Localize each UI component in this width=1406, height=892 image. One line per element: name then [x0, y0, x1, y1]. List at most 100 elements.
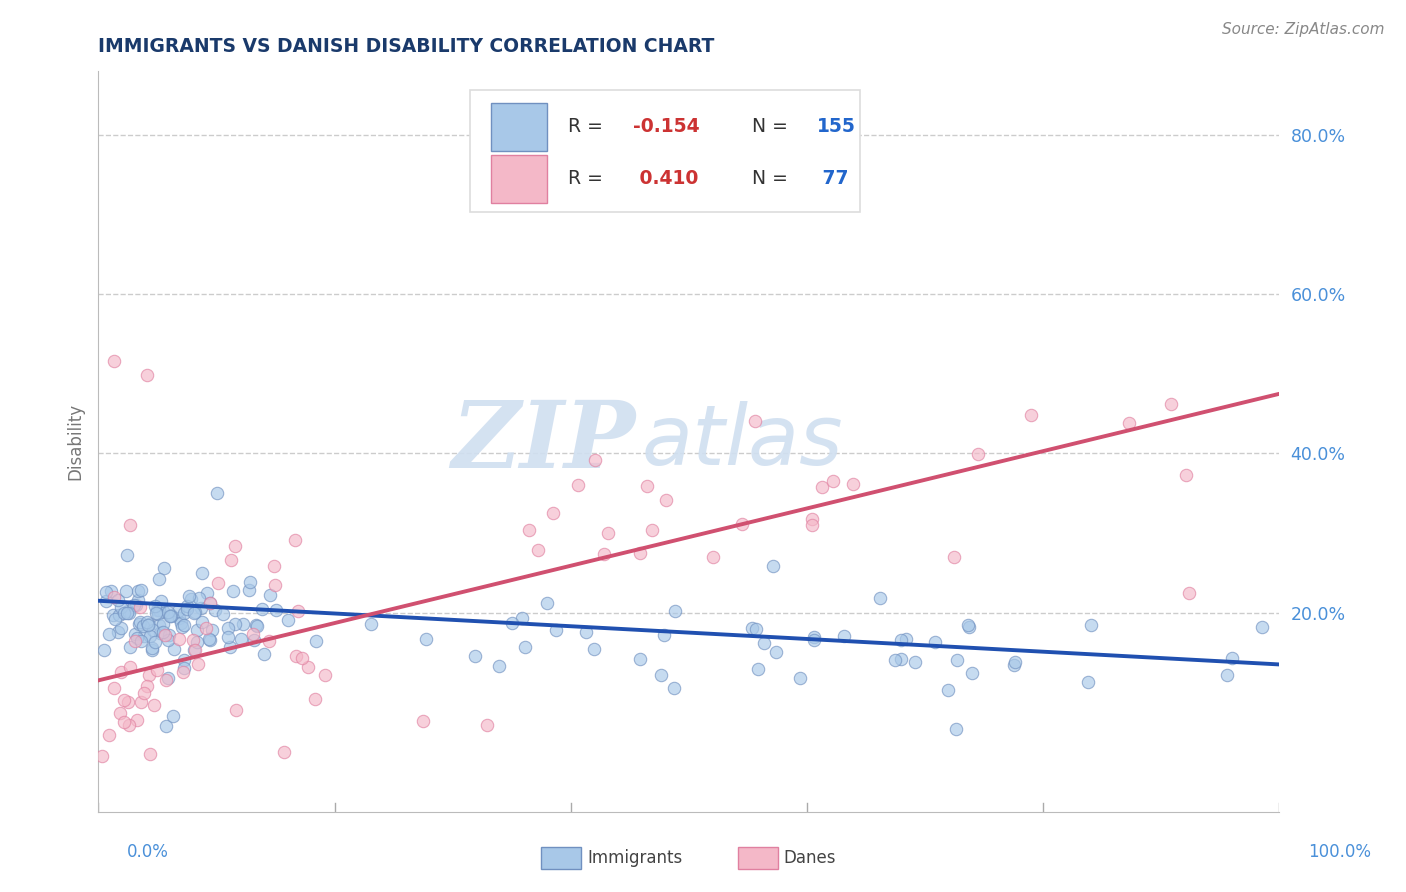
Point — [136, 615, 159, 630]
Point — [501, 615, 523, 630]
Point — [146, 603, 169, 617]
Point — [517, 523, 540, 537]
Point — [207, 576, 229, 591]
Point — [107, 607, 129, 622]
Point — [173, 661, 195, 675]
Point — [159, 608, 181, 623]
Point — [842, 477, 865, 491]
Point — [641, 523, 664, 537]
Point — [264, 577, 287, 591]
Point — [628, 652, 651, 666]
Point — [98, 728, 121, 742]
Point — [583, 452, 606, 467]
Point — [148, 573, 170, 587]
Point — [146, 663, 169, 677]
FancyBboxPatch shape — [471, 90, 860, 212]
Point — [153, 560, 176, 574]
Point — [803, 633, 825, 648]
Point — [118, 718, 141, 732]
Point — [141, 640, 163, 655]
Point — [536, 596, 558, 610]
Point — [183, 643, 205, 657]
Point — [1220, 650, 1243, 665]
Point — [246, 619, 269, 633]
Point — [98, 626, 121, 640]
Point — [129, 615, 152, 629]
Point — [765, 645, 787, 659]
Point — [662, 681, 685, 695]
Point — [153, 628, 176, 642]
Point — [170, 620, 193, 634]
Point — [218, 630, 240, 644]
Point — [139, 630, 162, 644]
Point — [142, 698, 165, 712]
Point — [546, 624, 568, 638]
Point — [198, 632, 221, 646]
Point — [136, 617, 159, 632]
Point — [94, 594, 117, 608]
Point — [149, 625, 172, 640]
Point — [136, 679, 159, 693]
Point — [741, 621, 763, 635]
Point — [924, 634, 946, 648]
Point — [225, 703, 247, 717]
Point — [173, 607, 195, 621]
Text: 100.0%: 100.0% — [1308, 843, 1371, 861]
Point — [107, 624, 129, 639]
Point — [184, 605, 207, 619]
Point — [636, 479, 658, 493]
Point — [155, 719, 177, 733]
Point — [222, 584, 245, 599]
Point — [122, 599, 145, 613]
Point — [115, 606, 138, 620]
Point — [201, 623, 224, 637]
Point — [93, 643, 115, 657]
Point — [110, 665, 132, 680]
Point — [198, 596, 221, 610]
Point — [224, 539, 246, 553]
Point — [515, 640, 537, 654]
Point — [744, 414, 766, 428]
Point — [264, 603, 287, 617]
Point — [415, 632, 437, 646]
Point — [172, 665, 194, 679]
Point — [96, 585, 118, 599]
Point — [143, 635, 166, 649]
Point — [273, 745, 295, 759]
Point — [101, 608, 124, 623]
Point — [567, 477, 589, 491]
Point — [128, 617, 150, 632]
Point — [883, 652, 905, 666]
Point — [789, 671, 811, 685]
Point — [253, 648, 276, 662]
Point — [832, 629, 855, 643]
Point — [143, 599, 166, 613]
Point — [957, 619, 980, 633]
Point — [114, 714, 136, 729]
Point — [745, 622, 768, 636]
Point — [747, 662, 769, 676]
Point — [127, 584, 149, 599]
Point — [464, 649, 486, 664]
Point — [188, 591, 211, 605]
Point — [217, 621, 239, 635]
Text: R =: R = — [568, 118, 609, 136]
Point — [1077, 675, 1099, 690]
Point — [811, 480, 834, 494]
Point — [156, 605, 179, 619]
Point — [117, 695, 139, 709]
Point — [1174, 467, 1197, 482]
Point — [191, 615, 214, 630]
Point — [800, 512, 823, 526]
Point — [297, 659, 319, 673]
Point — [157, 627, 180, 641]
Point — [167, 604, 190, 618]
Point — [204, 603, 226, 617]
Point — [219, 640, 242, 654]
Point — [890, 632, 912, 647]
Point — [1002, 658, 1025, 673]
Point — [190, 600, 212, 615]
Point — [131, 695, 153, 709]
Point — [125, 714, 148, 728]
Point — [173, 618, 195, 632]
